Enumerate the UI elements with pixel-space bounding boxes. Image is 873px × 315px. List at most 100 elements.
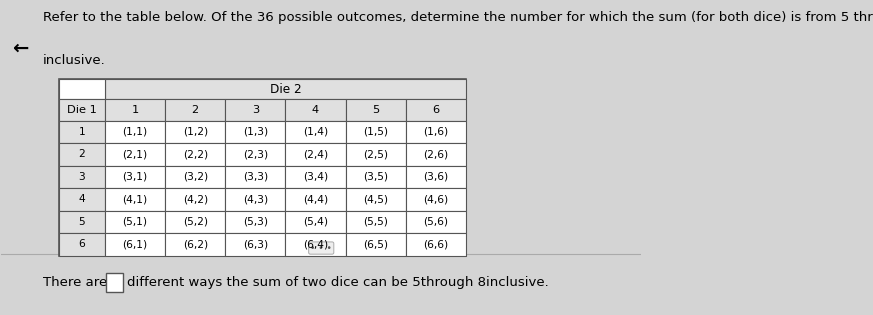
Text: (3,3): (3,3) <box>243 172 268 182</box>
Text: 1: 1 <box>132 105 139 115</box>
Text: 3: 3 <box>79 172 86 182</box>
Text: (6,2): (6,2) <box>182 239 208 249</box>
Text: (4,5): (4,5) <box>363 194 388 204</box>
Text: (1,3): (1,3) <box>243 127 268 137</box>
Text: (2,6): (2,6) <box>423 149 449 159</box>
Bar <box>105 211 165 233</box>
Text: (2,4): (2,4) <box>303 149 328 159</box>
Text: (4,1): (4,1) <box>122 194 148 204</box>
Text: (1,2): (1,2) <box>182 127 208 137</box>
Text: 1: 1 <box>79 127 86 137</box>
Text: (2,5): (2,5) <box>363 149 388 159</box>
Bar <box>165 99 225 121</box>
Bar <box>225 188 285 211</box>
Bar <box>406 188 466 211</box>
Bar <box>105 79 466 99</box>
Bar <box>59 166 105 188</box>
Text: (6,4): (6,4) <box>303 239 328 249</box>
Text: 4: 4 <box>79 194 86 204</box>
Text: 4: 4 <box>312 105 319 115</box>
Text: different ways the sum of two dice can be 5through 8inclusive.: different ways the sum of two dice can b… <box>127 276 548 289</box>
Text: 2: 2 <box>79 149 86 159</box>
Bar <box>346 143 406 166</box>
Text: (1,5): (1,5) <box>363 127 388 137</box>
Text: (5,2): (5,2) <box>182 217 208 227</box>
Text: (4,2): (4,2) <box>182 194 208 204</box>
Bar <box>346 121 406 143</box>
Bar <box>285 188 346 211</box>
Text: inclusive.: inclusive. <box>43 54 106 67</box>
Bar <box>285 233 346 255</box>
Bar <box>59 143 105 166</box>
Bar <box>59 79 105 99</box>
Text: Die 1: Die 1 <box>67 105 97 115</box>
Bar <box>225 99 285 121</box>
Text: (6,5): (6,5) <box>363 239 388 249</box>
Bar <box>105 166 165 188</box>
Text: 2: 2 <box>192 105 199 115</box>
Bar <box>59 211 105 233</box>
Text: (3,1): (3,1) <box>122 172 148 182</box>
Bar <box>406 121 466 143</box>
Text: (3,2): (3,2) <box>182 172 208 182</box>
Bar <box>225 143 285 166</box>
Text: (2,1): (2,1) <box>122 149 148 159</box>
Text: (3,4): (3,4) <box>303 172 328 182</box>
Bar <box>346 166 406 188</box>
Text: (1,1): (1,1) <box>122 127 148 137</box>
Bar <box>225 233 285 255</box>
Bar <box>165 233 225 255</box>
Text: 3: 3 <box>251 105 259 115</box>
Text: (5,6): (5,6) <box>423 217 448 227</box>
Text: (5,4): (5,4) <box>303 217 328 227</box>
Bar <box>105 121 165 143</box>
Bar <box>59 121 105 143</box>
Bar <box>285 143 346 166</box>
Text: Refer to the table below. Of the 36 possible outcomes, determine the number for : Refer to the table below. Of the 36 poss… <box>43 11 873 24</box>
Bar <box>225 211 285 233</box>
Bar <box>285 166 346 188</box>
Bar <box>165 211 225 233</box>
Bar <box>59 188 105 211</box>
Text: 6: 6 <box>79 239 86 249</box>
Bar <box>285 121 346 143</box>
Bar <box>59 99 105 121</box>
Text: (1,4): (1,4) <box>303 127 328 137</box>
Text: (4,4): (4,4) <box>303 194 328 204</box>
Bar <box>165 143 225 166</box>
Bar <box>105 233 165 255</box>
Bar <box>105 99 165 121</box>
Text: (4,6): (4,6) <box>423 194 449 204</box>
Text: (5,1): (5,1) <box>122 217 148 227</box>
Bar <box>406 166 466 188</box>
Bar <box>285 99 346 121</box>
Bar <box>406 143 466 166</box>
Text: (4,3): (4,3) <box>243 194 268 204</box>
Bar <box>165 121 225 143</box>
Bar <box>105 143 165 166</box>
Bar <box>59 79 466 255</box>
Bar <box>406 233 466 255</box>
Bar <box>285 211 346 233</box>
Bar <box>105 188 165 211</box>
Bar <box>346 188 406 211</box>
Text: (6,3): (6,3) <box>243 239 268 249</box>
Text: (2,2): (2,2) <box>182 149 208 159</box>
Text: (3,6): (3,6) <box>423 172 449 182</box>
Text: • • •: • • • <box>310 243 332 253</box>
Bar <box>106 273 123 292</box>
Text: 5: 5 <box>79 217 86 227</box>
Bar <box>225 121 285 143</box>
Text: (6,1): (6,1) <box>122 239 148 249</box>
Bar <box>346 233 406 255</box>
Text: (5,3): (5,3) <box>243 217 268 227</box>
Text: 6: 6 <box>432 105 439 115</box>
Text: (1,6): (1,6) <box>423 127 449 137</box>
Bar <box>406 99 466 121</box>
Text: Die 2: Die 2 <box>270 83 301 96</box>
Bar <box>346 99 406 121</box>
Bar <box>406 211 466 233</box>
Text: 5: 5 <box>372 105 379 115</box>
Bar <box>346 211 406 233</box>
Bar <box>165 166 225 188</box>
